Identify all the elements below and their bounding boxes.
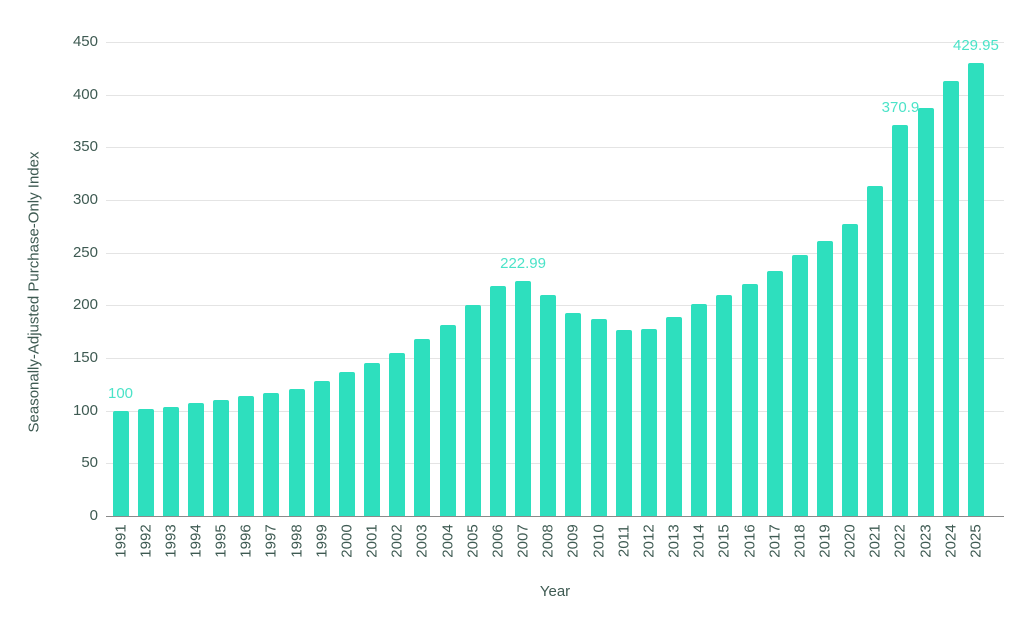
y-tick-label-50: 50 (81, 454, 98, 472)
y-tick-label-200: 200 (72, 296, 98, 314)
y-tick-label-150: 150 (72, 349, 98, 366)
bar-2024 (942, 80, 959, 516)
bar-2004 (439, 324, 456, 516)
x-tick-label-2009: 2009 (564, 524, 582, 558)
bar-1993 (162, 406, 179, 516)
y-tick-label-0: 0 (89, 507, 98, 524)
data-label-2007: 222.99 (500, 255, 546, 273)
x-tick-label-1996: 1996 (237, 524, 255, 558)
bar-2007 (515, 281, 532, 516)
bar-2015 (716, 295, 733, 516)
bar-2018 (791, 254, 808, 516)
bar-2012 (640, 328, 657, 516)
gridline-350 (106, 147, 1004, 149)
x-tick-label-1995: 1995 (212, 524, 230, 558)
x-tick-label-2008: 2008 (539, 524, 557, 558)
bar-1994 (187, 402, 204, 516)
x-tick-label-2006: 2006 (489, 524, 507, 558)
x-tick-label-2001: 2001 (363, 524, 381, 558)
x-tick-label-1991: 1991 (112, 524, 129, 558)
x-tick-label-2005: 2005 (464, 524, 482, 558)
bar-2005 (464, 304, 481, 516)
bar-2023 (917, 108, 934, 516)
data-label-2022: 370.9 (881, 99, 920, 117)
bar-1997 (263, 393, 280, 516)
y-tick-label-350: 350 (72, 138, 98, 156)
bar-1992 (137, 409, 154, 516)
gridline-250 (106, 252, 1004, 254)
bar-2008 (540, 294, 557, 516)
y-tick-label-250: 250 (72, 243, 98, 261)
x-tick-label-2014: 2014 (690, 524, 708, 558)
x-tick-label-2024: 2024 (942, 524, 960, 558)
x-tick-label-2019: 2019 (816, 524, 834, 558)
x-tick-label-2017: 2017 (766, 524, 784, 558)
data-label-2025: 429.95 (952, 37, 999, 55)
x-tick-label-1997: 1997 (262, 524, 280, 558)
x-tick-label-2003: 2003 (413, 524, 431, 558)
x-tick-label-2012: 2012 (640, 524, 658, 558)
bar-2011 (615, 329, 632, 516)
bar-2022 (892, 125, 909, 516)
x-tick-label-2013: 2013 (665, 524, 683, 558)
x-tick-label-2023: 2023 (917, 524, 935, 558)
data-label-1991: 100 (107, 384, 134, 402)
x-tick-label-2002: 2002 (388, 524, 406, 558)
x-tick-label-2007: 2007 (514, 524, 532, 558)
bar-2001 (364, 362, 381, 516)
x-axis-title: Year (539, 583, 571, 600)
bar-2016 (741, 284, 758, 516)
x-tick-label-1998: 1998 (288, 524, 306, 558)
bar-2010 (590, 319, 607, 516)
bar-2025 (967, 63, 984, 516)
bar-2009 (565, 313, 582, 516)
bar-2020 (842, 223, 859, 516)
bar-2002 (389, 352, 406, 516)
x-tick-label-2021: 2021 (866, 524, 884, 558)
x-tick-label-2000: 2000 (338, 524, 356, 558)
x-tick-label-2018: 2018 (791, 524, 809, 558)
x-tick-label-1992: 1992 (137, 524, 155, 558)
bar-2003 (414, 339, 431, 516)
y-tick-label-100: 100 (72, 401, 98, 419)
gridline-300 (106, 200, 1004, 201)
x-tick-label-2010: 2010 (590, 524, 608, 558)
bar-1996 (238, 396, 255, 516)
y-tick-label-450: 450 (72, 33, 98, 50)
x-tick-label-2004: 2004 (439, 524, 457, 558)
x-tick-label-2015: 2015 (715, 524, 733, 558)
bar-1999 (313, 381, 330, 516)
x-tick-label-2011: 2011 (615, 524, 633, 558)
bar-2000 (338, 372, 355, 516)
y-tick-label-400: 400 (72, 85, 98, 103)
bar-2019 (816, 240, 833, 516)
y-tick-label-300: 300 (72, 191, 98, 208)
bar-2013 (666, 316, 683, 516)
y-axis-title: Seasonally-Adjusted Purchase-Only Index (25, 151, 43, 433)
bar-1998 (288, 388, 305, 516)
bar-1995 (213, 399, 230, 516)
x-tick-label-2022: 2022 (891, 524, 909, 558)
x-tick-label-2020: 2020 (841, 524, 859, 558)
bar-2021 (867, 186, 884, 516)
bar-2006 (489, 285, 506, 516)
gridline-450 (106, 42, 1004, 43)
bar-2014 (691, 304, 708, 516)
x-tick-label-2016: 2016 (741, 524, 758, 558)
x-tick-label-2025: 2025 (967, 524, 985, 558)
bar-2017 (766, 270, 783, 516)
gridline-400 (106, 94, 1004, 96)
x-axis-line (106, 516, 1004, 517)
x-tick-label-1999: 1999 (313, 524, 331, 558)
x-tick-label-1993: 1993 (162, 524, 180, 558)
bar-1991 (112, 410, 129, 516)
x-tick-label-1994: 1994 (187, 524, 205, 558)
